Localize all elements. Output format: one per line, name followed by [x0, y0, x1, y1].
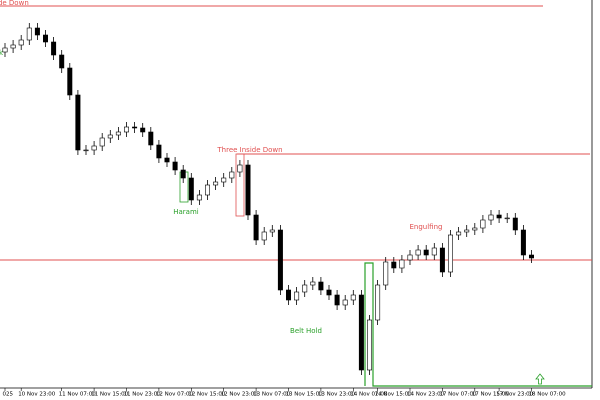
candle-body: [196, 194, 202, 201]
candle-body: [480, 219, 486, 229]
pattern-label: Harami: [173, 208, 199, 216]
x-tick-label: 17 Nov 23:00: [496, 392, 534, 398]
x-tick-label: 14 Nov 07:00: [350, 392, 388, 398]
candle-body: [188, 177, 194, 201]
candle-body: [221, 177, 227, 183]
candle-body: [439, 247, 445, 273]
candle-body: [423, 249, 429, 256]
candle-body: [504, 217, 510, 220]
candle-body: [375, 284, 381, 321]
pattern-label: ide Down: [0, 0, 29, 7]
candle-body: [310, 281, 316, 286]
candle-body: [528, 254, 534, 259]
candle-body: [326, 289, 332, 296]
candle-body: [18, 39, 24, 46]
x-tick-label: 12 Nov 07:00: [156, 392, 194, 398]
candle-body: [124, 126, 130, 133]
candle-body: [42, 34, 48, 43]
candle-body: [245, 164, 251, 216]
x-tick-label: 13 Nov 07:00: [253, 392, 291, 398]
candle-body: [115, 131, 121, 136]
belt-hold-box: [364, 262, 592, 387]
candle-body: [488, 214, 494, 221]
candle-body: [366, 319, 372, 371]
candle-body: [302, 284, 308, 293]
candle-body: [2, 47, 8, 53]
candle-body: [156, 144, 162, 159]
candle-body: [415, 249, 421, 256]
candle-body: [350, 294, 356, 301]
candle-body: [67, 67, 73, 96]
candle-body: [213, 181, 219, 186]
candle-body: [334, 294, 340, 306]
x-tick-label: 18 Nov 07:00: [529, 392, 567, 398]
candle-body: [399, 259, 405, 269]
candle-body: [496, 214, 502, 219]
candle-body: [512, 217, 518, 231]
candle-body: [205, 184, 211, 196]
pattern-label: Three Inside Down: [216, 146, 282, 154]
candle-body: [34, 27, 40, 36]
candle-body: [26, 27, 32, 41]
candle-body: [237, 164, 243, 173]
x-tick-label: 13 Nov 23:00: [318, 392, 356, 398]
x-tick-label: 11 Nov 07:00: [59, 392, 97, 398]
x-tick-label: 025: [3, 392, 14, 398]
candle-body: [269, 229, 275, 233]
candle-body: [447, 234, 453, 273]
x-tick-label: 12 Nov 23:00: [221, 392, 259, 398]
x-tick-label: 17 Nov 15:00: [472, 392, 510, 398]
candle-body: [10, 44, 16, 49]
up-arrow: [535, 373, 545, 385]
candle-body: [277, 229, 283, 291]
pattern-label: Engulfing: [410, 223, 443, 231]
candle-body: [229, 171, 235, 179]
candle-body: [132, 126, 138, 129]
x-tick-label: 17 Nov 07:00: [439, 392, 477, 398]
x-tick-label: 14 Nov 23:00: [407, 392, 445, 398]
candle-body: [140, 127, 146, 133]
candle-body: [318, 281, 324, 291]
candle-body: [407, 254, 413, 261]
x-tick-label: 11 Nov 23:00: [124, 392, 162, 398]
candle-body: [83, 149, 89, 152]
x-tick-label: 13 Nov 15:00: [286, 392, 324, 398]
candle-body: [472, 227, 478, 231]
pattern-label: Belt Hold: [290, 327, 322, 335]
candle-body: [431, 247, 437, 256]
candle-body: [391, 261, 397, 269]
candle-body: [342, 299, 348, 306]
x-tick-label: 11 Nov 15:00: [91, 392, 129, 398]
candle-body: [464, 229, 470, 233]
candle-body: [51, 41, 57, 56]
candle-body: [180, 169, 186, 179]
candle-body: [261, 231, 267, 241]
candle-body: [383, 261, 389, 286]
candle-body: [75, 94, 81, 151]
candle-body: [253, 214, 259, 241]
candle-body: [285, 289, 291, 301]
candle-body: [520, 229, 526, 256]
x-tick-label: 12 Nov 15:00: [188, 392, 226, 398]
pattern-label: k: [0, 49, 4, 57]
candle-body: [148, 131, 154, 146]
x-tick-label: 14 Nov 15:00: [375, 392, 413, 398]
candle-body: [294, 291, 300, 301]
candle-body: [172, 161, 178, 171]
candle-body: [358, 294, 364, 371]
x-tick-label: 10 Nov 23:00: [18, 392, 56, 398]
candle-body: [456, 231, 462, 236]
candle-body: [107, 134, 113, 139]
candle-body: [99, 137, 105, 147]
candle-body: [59, 54, 65, 69]
candle-body: [164, 157, 170, 163]
candle-body: [91, 145, 97, 151]
